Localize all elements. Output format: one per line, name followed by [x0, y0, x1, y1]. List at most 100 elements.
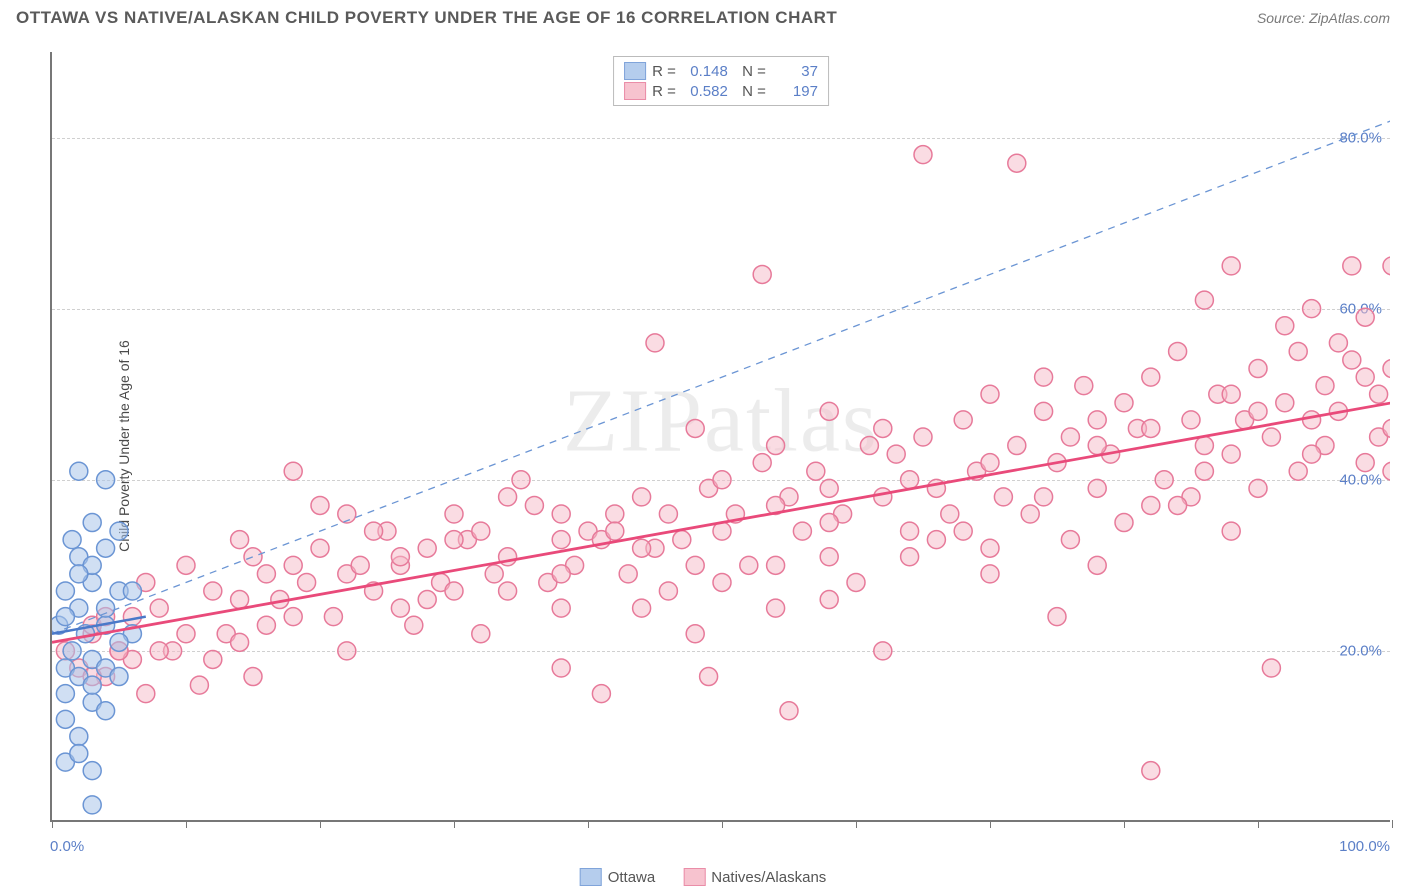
scatter-point: [70, 462, 88, 480]
scatter-point: [1035, 488, 1053, 506]
scatter-point: [1115, 514, 1133, 532]
scatter-point: [1008, 154, 1026, 172]
correlation-legend: R = 0.148 N = 37 R = 0.582 N = 197: [613, 56, 829, 106]
scatter-point: [954, 411, 972, 429]
scatter-point: [123, 608, 141, 626]
scatter-point: [63, 531, 81, 549]
scatter-point: [1343, 257, 1361, 275]
scatter-point: [1075, 377, 1093, 395]
r-label: R =: [652, 83, 676, 100]
scatter-point: [874, 642, 892, 660]
scatter-point: [1383, 360, 1390, 378]
scatter-point: [713, 471, 731, 489]
scatter-point: [445, 582, 463, 600]
scatter-point: [793, 522, 811, 540]
scatter-point: [1061, 531, 1079, 549]
scatter-point: [753, 265, 771, 283]
scatter-point: [1356, 368, 1374, 386]
scatter-point: [405, 616, 423, 634]
scatter-point: [445, 505, 463, 523]
scatter-point: [659, 582, 677, 600]
scatter-point: [1035, 368, 1053, 386]
swatch-natives-icon: [683, 868, 705, 886]
scatter-point: [552, 659, 570, 677]
scatter-point: [110, 633, 128, 651]
scatter-point: [981, 385, 999, 403]
scatter-point: [713, 573, 731, 591]
scatter-point: [391, 599, 409, 617]
scatter-point: [1356, 454, 1374, 472]
scatter-point: [150, 642, 168, 660]
scatter-point: [472, 522, 490, 540]
scatter-point: [231, 591, 249, 609]
x-tick-label: 0.0%: [50, 838, 84, 855]
scatter-point: [1222, 522, 1240, 540]
plot-area: ZIPatlas R = 0.148 N = 37 R = 0.582 N = …: [50, 52, 1390, 822]
x-tick: [186, 820, 187, 828]
scatter-point: [110, 522, 128, 540]
scatter-point: [1155, 471, 1173, 489]
scatter-point: [914, 146, 932, 164]
n-value-ottawa: 37: [772, 63, 818, 80]
scatter-point: [1222, 385, 1240, 403]
scatter-point: [190, 676, 208, 694]
scatter-point: [512, 471, 530, 489]
scatter-point: [1142, 419, 1160, 437]
x-tick: [990, 820, 991, 828]
n-label: N =: [734, 83, 766, 100]
scatter-point: [137, 685, 155, 703]
scatter-point: [83, 762, 101, 780]
source-attribution: Source: ZipAtlas.com: [1257, 10, 1390, 26]
scatter-point: [284, 556, 302, 574]
scatter-point: [1115, 394, 1133, 412]
swatch-ottawa: [624, 62, 646, 80]
scatter-point: [1303, 411, 1321, 429]
scatter-point: [110, 668, 128, 686]
scatter-point: [123, 582, 141, 600]
scatter-point: [150, 599, 168, 617]
x-tick: [320, 820, 321, 828]
r-value-natives: 0.582: [682, 83, 728, 100]
scatter-point: [633, 488, 651, 506]
scatter-point: [83, 796, 101, 814]
scatter-point: [981, 565, 999, 583]
r-label: R =: [652, 63, 676, 80]
scatter-point: [552, 599, 570, 617]
scatter-point: [673, 531, 691, 549]
scatter-point: [1061, 428, 1079, 446]
scatter-point: [633, 539, 651, 557]
scatter-point: [56, 582, 74, 600]
scatter-point: [70, 727, 88, 745]
scatter-point: [700, 668, 718, 686]
scatter-point: [847, 573, 865, 591]
scatter-point: [177, 556, 195, 574]
scatter-point: [338, 642, 356, 660]
chart-title: OTTAWA VS NATIVE/ALASKAN CHILD POVERTY U…: [16, 8, 837, 28]
scatter-point: [820, 548, 838, 566]
x-tick: [52, 820, 53, 828]
x-tick: [1258, 820, 1259, 828]
scatter-point: [646, 334, 664, 352]
scatter-point: [365, 522, 383, 540]
scatter-point: [418, 539, 436, 557]
scatter-point: [391, 548, 409, 566]
scatter-point: [83, 676, 101, 694]
scatter-point: [70, 565, 88, 583]
scatter-point: [887, 445, 905, 463]
scatter-point: [592, 685, 610, 703]
scatter-point: [1142, 762, 1160, 780]
scatter-point: [1383, 462, 1390, 480]
scatter-point: [1276, 394, 1294, 412]
scatter-point: [1195, 437, 1213, 455]
scatter-point: [351, 556, 369, 574]
scatter-point: [1356, 308, 1374, 326]
scatter-point: [83, 514, 101, 532]
scatter-point: [1088, 479, 1106, 497]
legend-bottom: Ottawa Natives/Alaskans: [580, 868, 827, 886]
r-value-ottawa: 0.148: [682, 63, 728, 80]
scatter-point: [244, 668, 262, 686]
scatter-point: [257, 616, 275, 634]
scatter-point: [311, 496, 329, 514]
n-label: N =: [734, 63, 766, 80]
scatter-point: [257, 565, 275, 583]
